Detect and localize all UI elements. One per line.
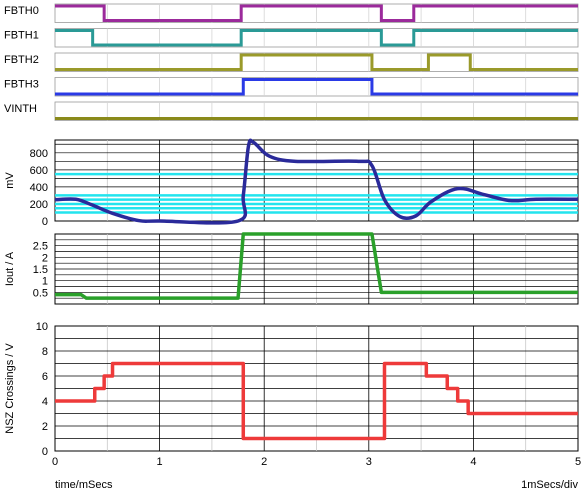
x-axis: 0 1 2 3 4 5 xyxy=(52,456,581,468)
analog-panel: 0 200 400 600 800 mV xyxy=(4,138,579,228)
x-tick-label: 4 xyxy=(470,456,476,468)
y-tick-label: 4 xyxy=(42,396,48,408)
digital-trace: FBTH3 xyxy=(4,77,579,97)
y-axis-label: mV xyxy=(4,172,16,189)
y-tick-label: 1.5 xyxy=(33,264,48,276)
x-tick-label: 5 xyxy=(575,456,581,468)
y-tick-label: 0.5 xyxy=(33,287,48,299)
y-tick-label: 2.5 xyxy=(33,241,48,253)
y-tick-label: 600 xyxy=(30,165,48,177)
x-tick-label: 0 xyxy=(52,456,58,468)
digital-traces: FBTH0 FBTH1 FBTH2 FBTH3 VINTH xyxy=(4,3,579,121)
trace-line xyxy=(55,78,578,96)
analog-panel: 0 2 4 6 8 10 NSZ Crossings / V xyxy=(4,321,579,458)
y-tick-label: 400 xyxy=(30,182,48,194)
trace-label: FBTH3 xyxy=(4,79,39,91)
trace-line xyxy=(55,29,578,47)
series-line xyxy=(55,232,578,300)
y-tick-label: 6 xyxy=(42,371,48,383)
digital-trace: FBTH2 xyxy=(4,52,579,72)
digital-trace: FBTH0 xyxy=(4,3,579,23)
trace-line xyxy=(55,4,578,22)
x-unit-label: time/mSecs xyxy=(55,479,113,491)
trace-label: FBTH2 xyxy=(4,54,39,66)
y-axis-label: NSZ Crossings / V xyxy=(4,343,16,434)
x-tick-label: 2 xyxy=(261,456,267,468)
x-tick-label: 1 xyxy=(157,456,163,468)
y-tick-label: 0 xyxy=(42,446,48,458)
trace-label: VINTH xyxy=(4,103,37,115)
x-scale-label: 1mSecs/div xyxy=(521,479,578,491)
y-tick-label: 0 xyxy=(42,216,48,228)
y-tick-label: 800 xyxy=(30,148,48,160)
y-tick-label: 200 xyxy=(30,199,48,211)
y-tick-label: 1 xyxy=(42,276,48,288)
trace-label: FBTH1 xyxy=(4,30,39,42)
digital-trace: VINTH xyxy=(4,101,579,121)
digital-trace: FBTH1 xyxy=(4,28,579,48)
y-tick-label: 10 xyxy=(36,321,48,333)
y-tick-label: 2 xyxy=(42,252,48,264)
y-tick-label: 8 xyxy=(42,346,48,358)
series-line xyxy=(54,138,579,225)
series-line xyxy=(55,361,578,441)
y-axis-label: Iout / A xyxy=(4,251,16,286)
analog-panel: 0.511.522.5 Iout / A xyxy=(4,232,579,305)
trace-label: FBTH0 xyxy=(4,5,39,17)
trace-line xyxy=(55,53,578,71)
y-tick-label: 2 xyxy=(42,421,48,433)
x-tick-label: 3 xyxy=(366,456,372,468)
